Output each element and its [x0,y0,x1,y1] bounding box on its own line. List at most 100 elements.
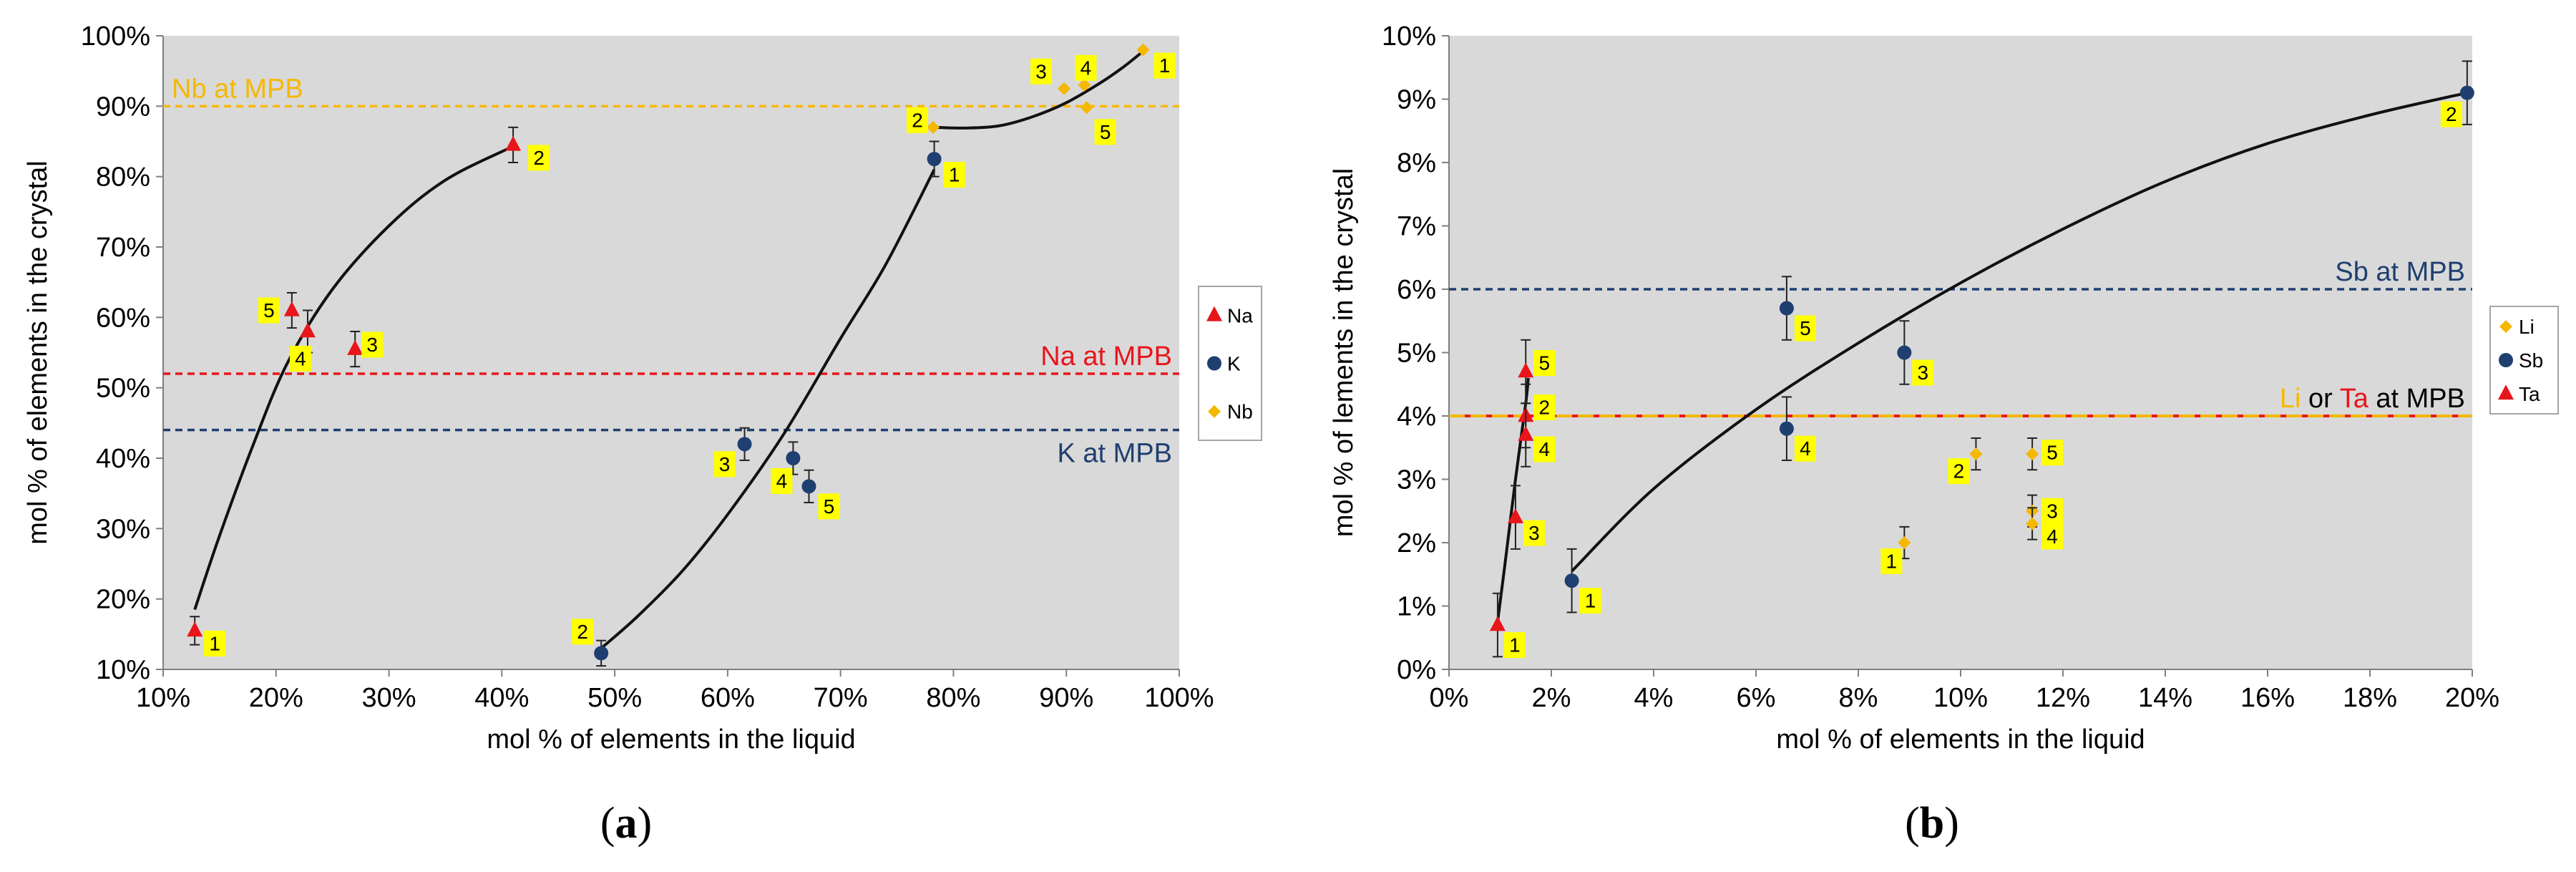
point-label-box [1153,52,1176,79]
x-tick-label: 4% [1634,683,1674,713]
y-tick-label: 60% [96,303,150,333]
caption-letter: a [615,799,638,848]
point-label-box [1579,588,1601,614]
point-label-box [1794,315,1816,341]
point-label: 5 [1100,121,1111,143]
point-label-box [1075,54,1097,81]
point-label: 3 [1528,522,1540,544]
x-tick-label: 20% [249,683,303,713]
reference-label-part: at MPB [2368,384,2465,414]
x-tick-label: 100% [1144,683,1214,713]
panel-caption: (b) [1905,799,1959,848]
point-label: 1 [209,632,220,654]
point-label-box [1030,58,1053,84]
y-axis-title: mol % of elements in the crystal [23,160,53,544]
data-point-nb [927,120,940,134]
legend-label: Sb [2519,349,2543,372]
x-axis-title: mol % of elements in the liquid [1776,725,2145,755]
y-tick-label: 2% [1397,528,1436,558]
trend-curve [1571,91,2468,573]
point-label-box [2041,498,2064,524]
point-label-box [204,630,226,657]
y-tick-label: 10% [1382,21,1436,52]
point-label: 2 [912,109,923,131]
x-tick-label: 70% [814,683,868,713]
caption-paren: ( [600,799,615,848]
point-label-box [1794,435,1816,462]
point-label: 3 [719,453,731,475]
x-tick-label: 40% [474,683,529,713]
reference-label-part: Li [2280,384,2301,414]
x-tick-label: 50% [587,683,642,713]
data-point-nb [1058,82,1071,95]
y-tick-label: 8% [1397,148,1436,178]
point-label: 4 [1800,437,1811,460]
data-point-na [505,135,522,151]
point-label-box [1533,436,1556,462]
data-point-li [1898,536,1911,549]
point-label: 2 [577,621,588,643]
y-tick-label: 1% [1397,592,1436,622]
x-tick-label: 10% [136,683,190,713]
data-point-ta [1489,616,1506,631]
point-label-box [1912,359,1934,386]
data-point-nb [1078,78,1091,92]
data-point-ta [1518,362,1534,378]
point-label-box [713,451,736,478]
point-label-box [1948,458,1970,485]
point-label: 1 [1585,590,1596,612]
point-label: 3 [1035,60,1047,82]
legend: Na K Nb [1198,286,1262,441]
y-tick-label: 4% [1397,402,1436,432]
x-tick-label: 14% [2138,683,2192,713]
reference-line-label: Nb at MPB [172,74,303,104]
point-label: 4 [2046,525,2058,548]
chart-panel-a: 10% 20% 30% 40% 50% 60% 70% 80% 90% 100% 10% 20% 30%… [23,21,1262,848]
legend-label: Ta [2519,383,2540,405]
y-axis-title: mol % of lements in the crystal [1329,168,1359,537]
y-tick-label: 100% [81,21,150,52]
x-tick-label: 60% [701,683,755,713]
data-point-nb [1136,43,1150,57]
point-label: 2 [533,147,545,169]
legend-marker [2499,320,2512,334]
data-point-na [283,301,300,316]
data-point-k [927,152,942,167]
point-label: 1 [1509,634,1521,657]
caption-paren: ) [638,799,653,848]
caption-letter: b [1920,799,1944,848]
plot-area [1449,36,2472,669]
point-label-box [572,619,594,645]
data-point-na [299,322,316,338]
point-label: 4 [295,348,306,370]
point-label: 2 [1953,460,1965,483]
reference-line-label: Na at MPB [1040,341,1172,372]
point-label: 1 [949,164,960,186]
point-label: 5 [824,495,835,518]
y-tick-label: 90% [96,92,150,122]
plot-area [163,36,1179,669]
y-tick-label: 6% [1397,275,1436,305]
x-tick-label: 12% [2036,683,2090,713]
point-label-box [528,145,550,171]
data-point-ta [1518,425,1534,441]
x-tick-label: 18% [2343,683,2397,713]
data-point-k [594,646,609,661]
legend-marker [2499,353,2513,367]
y-tick-label: 40% [96,444,150,474]
point-label-box [1503,632,1526,659]
point-label-box [361,331,384,358]
reference-line-label: Sb at MPB [2335,257,2465,287]
data-point-k [786,451,801,465]
point-label: 1 [1159,54,1171,77]
reference-label-part: Ta [2340,384,2369,414]
y-tick-label: 50% [96,374,150,404]
data-point-sb [1779,421,1794,436]
point-label: 5 [263,299,275,321]
data-point-ta [1507,508,1523,523]
point-label: 1 [1886,551,1898,573]
point-label-box [2440,101,2462,127]
legend-label: Na [1227,304,1253,326]
point-label-box [907,107,929,133]
